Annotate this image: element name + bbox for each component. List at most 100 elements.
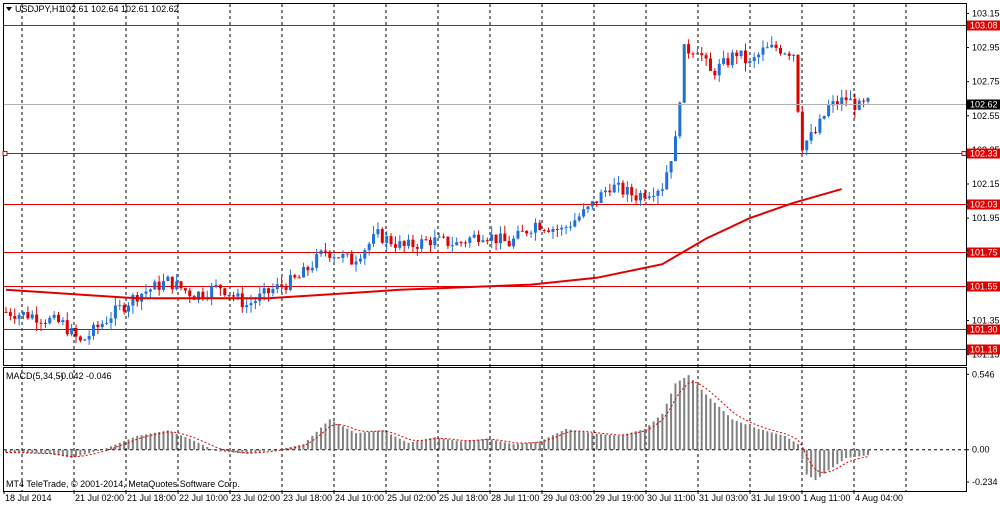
candle bbox=[717, 58, 721, 82]
time-tick-label: 18 Jul 2014 bbox=[5, 493, 52, 503]
time-axis: 18 Jul 2014 21 Jul 02:00 21 Jul 18:00 22 Ju… bbox=[3, 491, 903, 503]
candle bbox=[144, 284, 148, 299]
price-tick-label: 103.15 bbox=[972, 8, 1000, 18]
candle bbox=[297, 274, 301, 279]
candle bbox=[730, 49, 734, 69]
candle bbox=[459, 240, 463, 247]
candle bbox=[280, 276, 284, 293]
macd-tick-label: 0.00 bbox=[972, 445, 990, 455]
candle bbox=[105, 316, 109, 325]
time-tick-label: 29 Jul 19:00 bbox=[595, 493, 644, 503]
candle bbox=[197, 291, 201, 304]
candle bbox=[170, 276, 174, 294]
candle bbox=[109, 311, 113, 331]
candle bbox=[844, 89, 848, 107]
candle bbox=[162, 273, 166, 292]
price-tick-label: 101.95 bbox=[972, 213, 1000, 223]
candle bbox=[293, 273, 297, 280]
time-tick-label: 21 Jul 02:00 bbox=[75, 493, 124, 503]
candle bbox=[415, 243, 419, 256]
candle bbox=[560, 224, 564, 236]
candle bbox=[78, 335, 82, 343]
candle bbox=[612, 178, 616, 194]
macd-signal-line bbox=[6, 381, 869, 474]
candle bbox=[568, 221, 572, 231]
candle bbox=[796, 54, 800, 114]
level-tag-text: 101.75 bbox=[970, 248, 998, 258]
candle bbox=[533, 218, 537, 241]
candle bbox=[306, 265, 310, 276]
candle bbox=[302, 262, 306, 278]
candle bbox=[590, 200, 594, 210]
candle bbox=[428, 236, 432, 254]
candle bbox=[17, 312, 21, 326]
candle bbox=[358, 254, 362, 264]
level-tag bbox=[967, 20, 1000, 31]
candle bbox=[389, 233, 393, 247]
candle bbox=[380, 227, 384, 244]
candle bbox=[551, 226, 555, 239]
candle bbox=[402, 240, 406, 252]
candle bbox=[354, 255, 358, 272]
candle bbox=[599, 189, 603, 204]
level-tag-text: 102.33 bbox=[970, 149, 998, 159]
candle bbox=[704, 52, 708, 66]
candle bbox=[713, 68, 717, 80]
candle bbox=[131, 292, 135, 314]
candle bbox=[586, 205, 590, 214]
candle bbox=[757, 52, 761, 65]
price-tick-label: 101.35 bbox=[972, 315, 1000, 325]
candle bbox=[695, 48, 699, 55]
level-tag bbox=[967, 344, 1000, 355]
candle bbox=[848, 90, 852, 101]
candle bbox=[218, 284, 222, 296]
candle bbox=[232, 292, 236, 302]
candle bbox=[748, 59, 752, 67]
level-tag-text: 101.18 bbox=[970, 345, 998, 355]
candle bbox=[827, 99, 831, 118]
candle bbox=[866, 97, 870, 104]
candle bbox=[595, 201, 599, 207]
candle bbox=[700, 47, 704, 62]
candle bbox=[223, 287, 227, 297]
level-handle-right bbox=[961, 151, 967, 156]
candle bbox=[22, 311, 26, 320]
candle bbox=[477, 230, 481, 246]
time-tick-label: 25 Jul 02:00 bbox=[387, 493, 436, 503]
candle bbox=[656, 188, 660, 204]
candle bbox=[783, 52, 787, 55]
candle bbox=[442, 233, 446, 239]
candle bbox=[669, 161, 673, 179]
candle bbox=[805, 139, 809, 156]
candle bbox=[48, 315, 52, 325]
candle bbox=[638, 190, 642, 206]
time-tick-label: 28 Jul 11:00 bbox=[491, 493, 539, 503]
candle bbox=[65, 312, 69, 337]
level-tag-text: 103.08 bbox=[970, 21, 998, 31]
candle bbox=[332, 253, 336, 263]
candle bbox=[455, 237, 459, 246]
candle bbox=[367, 241, 371, 256]
candle bbox=[407, 234, 411, 249]
candle bbox=[625, 181, 629, 202]
candle bbox=[555, 224, 559, 238]
footer-copyright: MT4 TeleTrade, © 2001-2014, MetaQuotes S… bbox=[6, 479, 240, 489]
candle bbox=[450, 236, 454, 254]
candle bbox=[687, 39, 691, 59]
level-tag bbox=[967, 148, 1000, 159]
candle bbox=[30, 310, 34, 320]
candle bbox=[485, 237, 489, 245]
candle bbox=[43, 319, 47, 328]
candle bbox=[682, 44, 686, 103]
level-price-tags: 103.08102.33102.03101.75101.55101.30101.… bbox=[967, 20, 1000, 355]
macd-panel-frame bbox=[3, 367, 967, 492]
dropdown-triangle-icon[interactable] bbox=[6, 7, 12, 11]
time-tick-label: 30 Jul 11:00 bbox=[647, 493, 695, 503]
macd-tick-label: -0.234 bbox=[972, 477, 998, 487]
candle bbox=[363, 248, 367, 265]
candle bbox=[74, 324, 78, 344]
candle bbox=[660, 183, 664, 197]
candle bbox=[127, 302, 131, 318]
candle bbox=[822, 115, 826, 120]
